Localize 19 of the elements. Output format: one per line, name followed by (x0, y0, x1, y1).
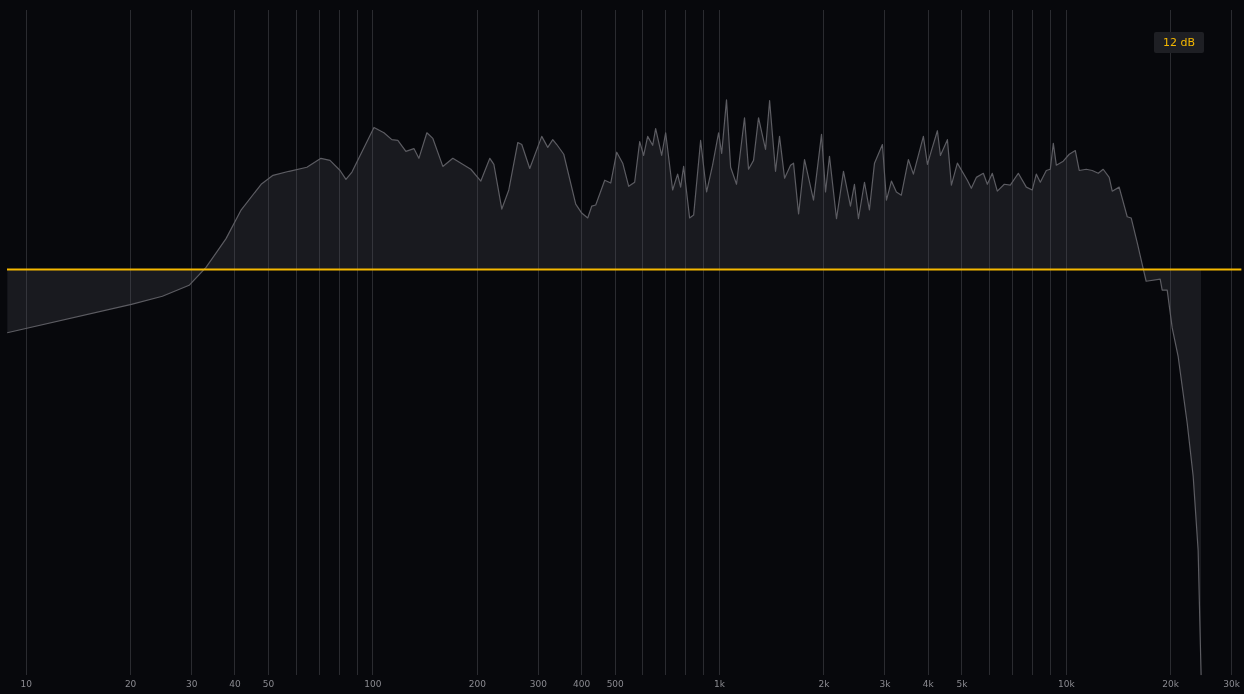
x-tick-label: 400 (573, 678, 591, 689)
x-tick-label: 200 (468, 678, 487, 689)
x-tick-label: 300 (529, 678, 548, 689)
x-tick-label: 30k (1223, 678, 1241, 689)
text: 12 dB (1153, 32, 1204, 53)
x-tick-label: 3k (879, 678, 892, 689)
x-tick-label: 10 (20, 678, 33, 689)
x-tick-label: 40 (229, 678, 241, 689)
x-tick-label: 50 (262, 678, 275, 689)
x-tick-label: 500 (606, 678, 625, 689)
x-tick-label: 30 (185, 678, 198, 689)
x-tick-label: 1k (714, 678, 726, 689)
x-tick-label: 2k (818, 678, 831, 689)
x-tick-label: 20 (124, 678, 137, 689)
x-tick-label: 20k (1162, 678, 1180, 689)
x-tick-label: 4k (922, 678, 935, 689)
x-tick-label: 5k (956, 678, 969, 689)
x-tick-label: 10k (1057, 678, 1076, 689)
x-tick-label: 100 (364, 678, 382, 689)
